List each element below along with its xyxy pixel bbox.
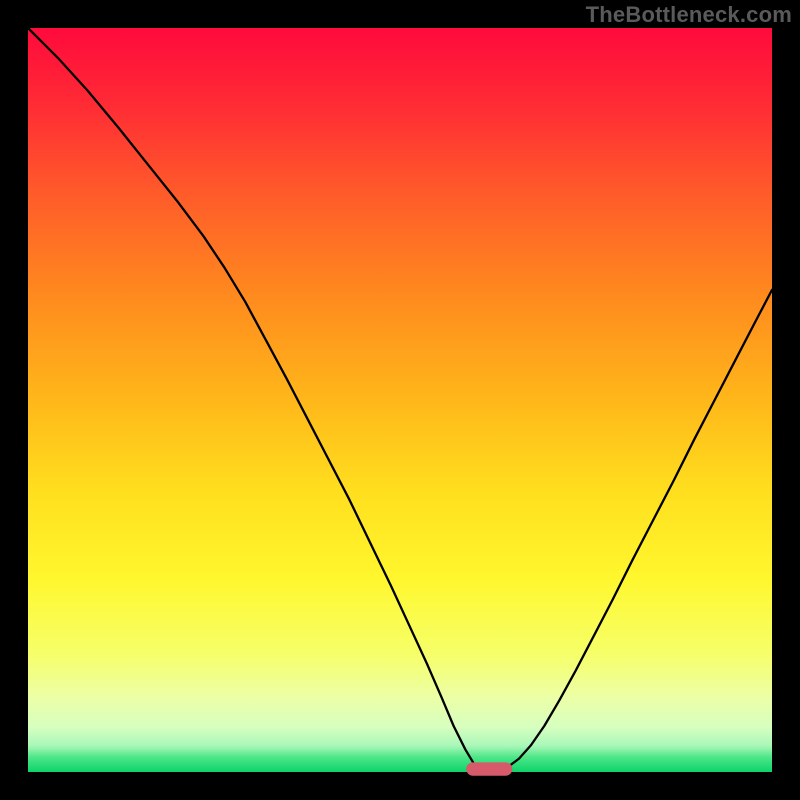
bottleneck-chart [0, 0, 800, 800]
watermark-text: TheBottleneck.com [586, 2, 792, 28]
plot-background [28, 28, 772, 772]
chart-container: TheBottleneck.com [0, 0, 800, 800]
optimal-range-marker [466, 762, 512, 775]
